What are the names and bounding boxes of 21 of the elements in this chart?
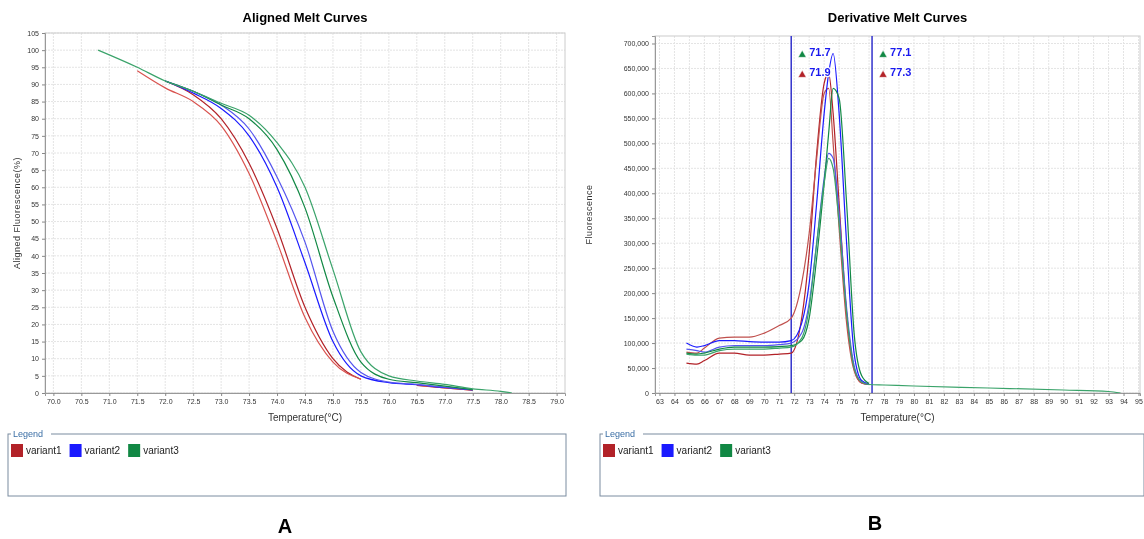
legend-title: Legend	[605, 429, 636, 439]
legend-title: Legend	[13, 429, 44, 439]
legend-label: variant2	[84, 445, 121, 456]
y-axis-title: Aligned Fluorescence(%)	[12, 156, 22, 270]
x-axis-title: Temperature(°C)	[267, 412, 343, 423]
legend-label: variant3	[143, 445, 180, 456]
annotation: 77.1	[890, 46, 912, 58]
y-axis-title: Fluorescence	[584, 184, 594, 245]
x-axis-title: Temperature(°C)	[860, 412, 935, 423]
annotation: 71.7	[809, 46, 831, 58]
legend-label: variant2	[676, 445, 713, 456]
line-series	[97, 49, 513, 393]
chart-title: Derivative Melt Curves	[827, 10, 968, 25]
chart-title: Aligned Melt Curves	[242, 10, 368, 25]
legend-label: variant1	[618, 445, 655, 456]
annotation: 77.3	[890, 66, 912, 78]
text: A	[277, 515, 293, 537]
line-series	[685, 157, 1122, 393]
legend-label: variant1	[26, 445, 63, 456]
legend-label: variant3	[735, 445, 772, 456]
text: B	[867, 512, 883, 534]
